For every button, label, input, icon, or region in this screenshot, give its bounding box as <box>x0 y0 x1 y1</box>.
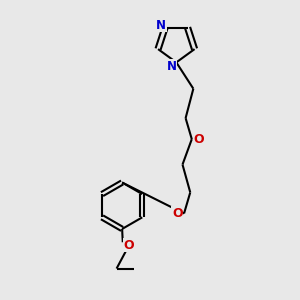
Text: O: O <box>172 207 183 220</box>
Text: O: O <box>124 239 134 252</box>
Text: N: N <box>156 19 166 32</box>
Text: O: O <box>193 133 204 146</box>
Text: N: N <box>167 60 177 73</box>
